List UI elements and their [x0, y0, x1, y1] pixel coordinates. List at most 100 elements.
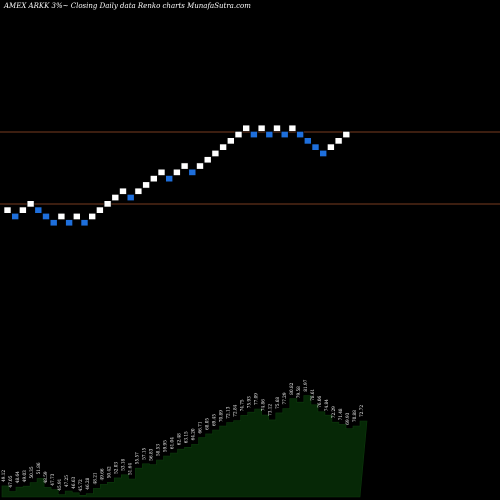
value-label: 77.29 — [282, 392, 287, 404]
renko-bricks — [3, 124, 351, 227]
renko-brick-up — [288, 124, 297, 132]
renko-brick-down — [126, 194, 135, 201]
value-label: 72.84 — [233, 404, 238, 416]
value-label: 75.68 — [275, 397, 280, 409]
value-label: 68.05 — [205, 418, 210, 430]
value-label: 66.71 — [198, 421, 203, 433]
renko-brick-down — [319, 150, 328, 157]
value-label: 62.48 — [177, 433, 182, 445]
renko-brick-up — [103, 200, 112, 208]
value-label: 76.06 — [317, 395, 322, 407]
value-label: 74.75 — [240, 399, 245, 411]
renko-brick-up — [219, 143, 227, 151]
renko-brick-up — [26, 200, 35, 208]
value-label: 55.57 — [134, 452, 139, 464]
value-label: 72.72 — [359, 405, 364, 417]
value-label: 72.13 — [226, 406, 231, 418]
renko-brick-down — [280, 131, 289, 138]
renko-brick-down — [65, 219, 73, 227]
value-label: 58.53 — [155, 444, 160, 456]
renko-brick-down — [311, 143, 320, 151]
renko-brick-up — [242, 124, 250, 132]
renko-brick-up — [180, 162, 189, 170]
value-label: 45.91 — [57, 478, 62, 490]
renko-brick-down — [11, 213, 19, 220]
value-label: 61.04 — [170, 437, 175, 449]
value-label: 48.21 — [92, 472, 97, 484]
renko-brick-up — [203, 156, 212, 164]
renko-brick-down — [250, 131, 258, 138]
value-label: 77.09 — [254, 393, 259, 405]
renko-brick-down — [303, 137, 312, 145]
reference-lines — [0, 131, 500, 205]
value-label: 74.86 — [261, 399, 266, 411]
renko-brick-down — [80, 219, 89, 227]
value-label: 79.58 — [296, 386, 301, 398]
value-label: 81.97 — [303, 379, 308, 391]
renko-brick-up — [257, 124, 266, 132]
renko-brick-up — [150, 175, 158, 183]
renko-brick-down — [188, 168, 197, 176]
value-label: 46.63 — [71, 476, 76, 488]
value-label: 47.05 — [8, 475, 13, 487]
value-label: 47.73 — [50, 473, 55, 485]
value-label: 72.29 — [331, 406, 336, 418]
renko-brick-up — [134, 187, 143, 195]
renko-brick-down — [34, 206, 43, 214]
value-label: 50.42 — [106, 466, 111, 478]
value-label: 46.28 — [85, 477, 90, 489]
value-label: 73.12 — [268, 404, 273, 416]
value-label: 69.93 — [345, 412, 350, 424]
value-label: 51.64 — [127, 463, 132, 475]
renko-brick-down — [165, 175, 173, 183]
value-label: 49.03 — [22, 470, 27, 482]
volume-area-shape — [1, 395, 368, 498]
renko-brick-up — [342, 131, 351, 138]
renko-brick-up — [273, 124, 281, 132]
value-label: 63.15 — [184, 431, 189, 443]
value-label: 80.82 — [289, 382, 294, 394]
value-label: 50.35 — [29, 466, 34, 478]
value-label: 74.84 — [324, 399, 329, 411]
value-label: 59.95 — [163, 440, 168, 452]
value-label: 48.59 — [43, 471, 48, 483]
value-label: 53.18 — [120, 458, 125, 470]
value-label: 52.03 — [113, 462, 118, 474]
renko-brick-up — [173, 168, 181, 176]
renko-brick-up — [234, 131, 243, 138]
renko-brick-up — [227, 137, 235, 145]
renko-brick-up — [96, 206, 104, 214]
volume-area — [1, 395, 368, 498]
value-label: 47.25 — [64, 475, 69, 487]
chart-title: AMEX ARKK 3%~ Closing Daily data Renko c… — [3, 2, 251, 10]
renko-brick-up — [3, 206, 12, 214]
value-label: 45.72 — [78, 479, 83, 491]
renko-brick-down — [296, 131, 304, 138]
value-label: 78.61 — [310, 388, 315, 400]
renko-brick-up — [119, 187, 127, 195]
renko-brick-up — [334, 137, 343, 145]
renko-brick-up — [211, 150, 220, 157]
value-label: 71.48 — [338, 408, 343, 420]
renko-brick-up — [88, 213, 96, 220]
renko-brick-up — [19, 206, 27, 214]
renko-brick-up — [157, 168, 166, 176]
value-label: 75.93 — [247, 396, 252, 408]
value-label: 49.12 — [1, 470, 6, 482]
value-label: 70.89 — [219, 410, 224, 422]
value-label: 48.64 — [15, 471, 20, 483]
value-label: 51.86 — [36, 462, 41, 474]
renko-brick-down — [265, 131, 274, 138]
renko-brick-down — [42, 213, 50, 220]
renko-brick-down — [49, 219, 58, 227]
renko-brick-up — [111, 194, 120, 201]
renko-brick-up — [327, 143, 335, 151]
value-label: 57.15 — [141, 447, 146, 459]
value-label: 56.83 — [148, 448, 153, 460]
value-label: 69.45 — [212, 414, 217, 426]
renko-brick-up — [196, 162, 204, 170]
renko-brick-up — [73, 213, 81, 220]
value-label: 70.88 — [352, 410, 357, 422]
